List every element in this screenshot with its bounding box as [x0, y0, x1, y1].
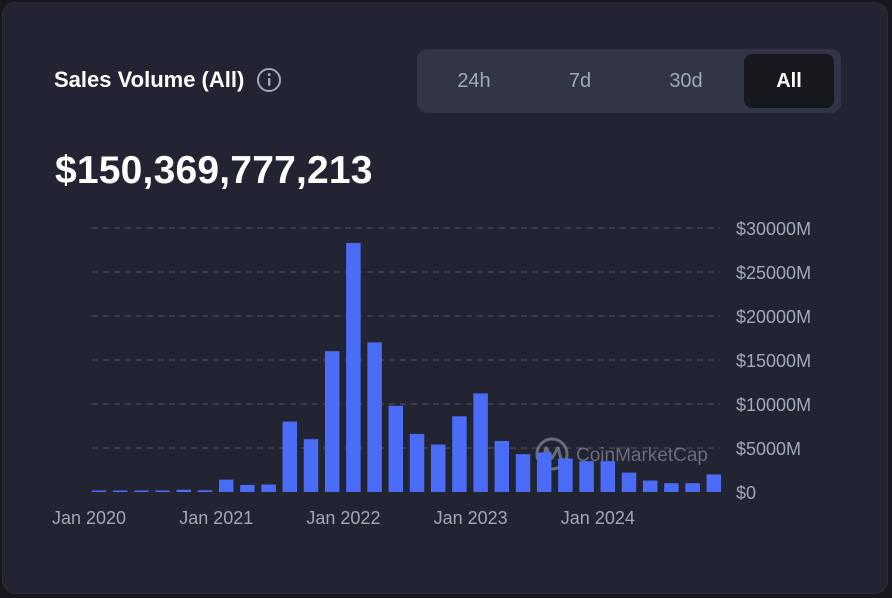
bar-2023-09[interactable] [558, 458, 573, 492]
bar-2021-11[interactable] [324, 351, 340, 492]
x-tick-label: Jan 2024 [561, 508, 635, 528]
bar-2023-05[interactable] [515, 454, 531, 492]
info-icon[interactable] [256, 67, 282, 93]
bar-2020-09[interactable] [176, 489, 192, 492]
bar-2022-07[interactable] [409, 433, 425, 492]
y-axis-labels: $0 $5000M $10000M $15000M $20000M $25000M $300… [736, 219, 811, 503]
x-axis-labels: Jan 2020 Jan 2021 Jan 2022 Jan 2023 Jan 2024 [52, 508, 635, 528]
tab-7d[interactable]: 7d [568, 69, 592, 92]
bar-2021-01[interactable] [218, 479, 234, 492]
bar-2020-11[interactable] [197, 490, 213, 492]
bar-2023-07[interactable] [536, 452, 552, 492]
bar-2021-07[interactable] [282, 421, 298, 492]
bar-2021-09[interactable] [303, 439, 319, 492]
tab-24h[interactable]: 24h [457, 69, 491, 92]
total-sales-value: $150,369,777,213 [55, 149, 373, 192]
bar-2021-05[interactable] [261, 484, 276, 492]
bar-2020-05[interactable] [134, 490, 149, 493]
x-tick-label: Jan 2021 [179, 508, 253, 528]
tab-30d[interactable]: 30d [669, 69, 703, 92]
x-tick-label: Jan 2020 [52, 508, 126, 528]
bars-layer [91, 242, 722, 493]
bar-2024-11[interactable] [706, 474, 722, 492]
bar-2022-03[interactable] [367, 342, 382, 492]
y-tick-label: $5000M [736, 439, 801, 459]
chart-title: Sales Volume (All) [54, 67, 245, 92]
bar-2024-05[interactable] [642, 480, 658, 492]
y-tick-label: $15000M [736, 351, 811, 371]
bar-2024-03[interactable] [621, 472, 637, 492]
bar-2020-07[interactable] [155, 490, 170, 493]
grid-layer [92, 227, 720, 449]
x-tick-label: Jan 2023 [434, 508, 508, 528]
bar-2022-01[interactable] [346, 242, 361, 492]
bar-2022-11[interactable] [452, 416, 467, 492]
y-tick-label: $20000M [736, 307, 811, 327]
bar-2023-11[interactable] [579, 461, 594, 492]
bar-2023-01[interactable] [473, 393, 488, 492]
tab-all[interactable]: All [744, 54, 834, 108]
chart-header: Sales Volume (All) [54, 67, 282, 93]
bar-2023-03[interactable] [494, 440, 510, 492]
bar-2022-05[interactable] [388, 405, 404, 492]
coinmarketcap-watermark: CoinMarketCap [535, 437, 708, 471]
y-tick-label: $10000M [736, 395, 811, 415]
y-tick-label: $30000M [736, 219, 811, 239]
watermark-text: CoinMarketCap [576, 445, 708, 466]
bar-2024-09[interactable] [685, 483, 700, 492]
y-tick-label: $25000M [736, 263, 811, 283]
bar-2021-03[interactable] [240, 484, 255, 492]
bar-2020-01[interactable] [91, 490, 107, 493]
bar-2022-09[interactable] [430, 444, 446, 492]
bar-2024-01[interactable] [600, 461, 616, 492]
y-tick-label: $0 [736, 483, 756, 503]
bar-2024-07[interactable] [664, 483, 679, 492]
bar-2020-03[interactable] [112, 490, 128, 493]
time-range-tabs: 24h 7d 30d All [417, 49, 841, 113]
x-tick-label: Jan 2022 [306, 508, 380, 528]
